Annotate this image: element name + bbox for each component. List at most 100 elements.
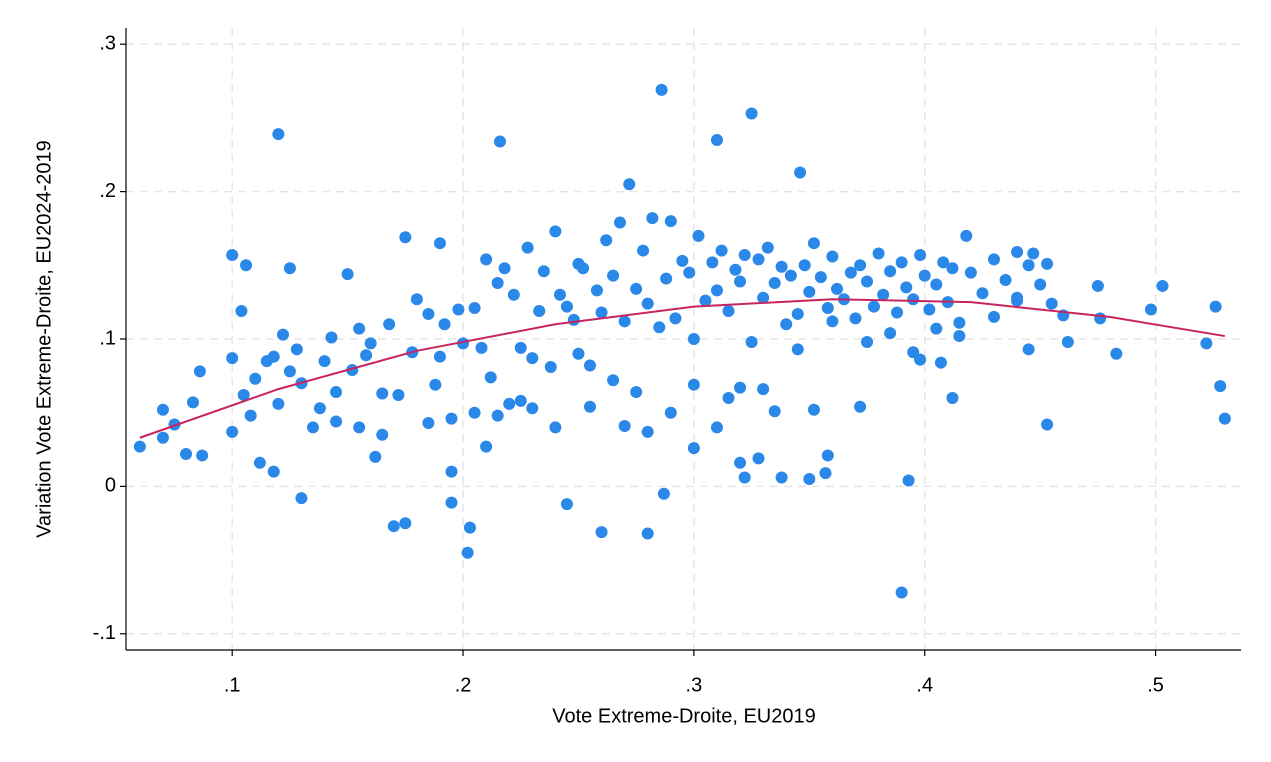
y-tick-label: -.1: [93, 622, 116, 644]
scatter-point: [1094, 312, 1107, 325]
scatter-point: [752, 253, 765, 266]
y-tick-label: .2: [99, 180, 116, 202]
scatter-point: [549, 421, 562, 434]
scatter-point: [872, 247, 885, 260]
scatter-point: [399, 517, 412, 530]
scatter-point: [341, 268, 354, 281]
scatter-point: [706, 256, 719, 269]
scatter-point: [290, 343, 303, 356]
scatter-point: [745, 335, 758, 348]
scatter-point: [318, 355, 331, 368]
scatter-point: [849, 312, 862, 325]
scatter-point: [757, 291, 770, 304]
scatter-point: [884, 265, 897, 278]
scatter-point: [353, 322, 366, 335]
scatter-point: [946, 391, 959, 404]
scatter-point: [641, 297, 654, 310]
scatter-point: [600, 234, 613, 247]
scatter-point: [664, 215, 677, 228]
scatter-point: [614, 216, 627, 229]
scatter-point: [907, 346, 920, 359]
scatter-point: [493, 135, 506, 148]
x-tick-label: .1: [224, 674, 241, 696]
scatter-point: [133, 440, 146, 453]
scatter-point: [244, 409, 257, 422]
scatter-point: [196, 449, 209, 462]
scatter-point: [376, 387, 389, 400]
scatter-point: [1218, 412, 1231, 425]
scatter-point: [433, 350, 446, 363]
scatter-point: [660, 272, 673, 285]
y-tick-label: .1: [99, 327, 116, 349]
scatter-point: [330, 415, 343, 428]
scatter-point: [276, 328, 289, 341]
scatter-point: [253, 456, 266, 469]
scatter-point: [1041, 418, 1054, 431]
scatter-point: [1034, 278, 1047, 291]
scatter-point: [422, 307, 435, 320]
scatter-point: [669, 312, 682, 325]
scatter-point: [987, 310, 1000, 323]
scatter-point: [1022, 343, 1035, 356]
scatter-point: [1214, 380, 1227, 393]
scatter-point: [861, 335, 874, 348]
scatter-point: [630, 386, 643, 399]
scatter-point: [325, 331, 338, 344]
scatter-point: [484, 371, 497, 384]
scatter-point: [775, 471, 788, 484]
scatter-point: [186, 396, 199, 409]
scatter-point: [895, 586, 908, 599]
scatter-point: [953, 316, 966, 329]
scatter-point: [930, 278, 943, 291]
scatter-point: [468, 302, 481, 315]
y-axis-label: Variation Vote Extreme-Droite, EU2024-20…: [33, 140, 55, 538]
scatter-point: [514, 341, 527, 354]
scatter-point: [180, 447, 193, 460]
scatter-point: [745, 107, 758, 120]
scatter-point: [387, 520, 400, 533]
scatter-point: [637, 244, 650, 257]
scatter-point: [734, 275, 747, 288]
scatter-point: [595, 526, 608, 539]
scatter-point: [798, 259, 811, 272]
scatter-point: [383, 318, 396, 331]
scatter-point: [521, 241, 534, 254]
x-tick-label: .5: [1147, 674, 1164, 696]
scatter-point: [267, 350, 280, 363]
scatter-point: [618, 419, 631, 432]
scatter-point: [1156, 279, 1169, 292]
scatter-point: [953, 330, 966, 343]
scatter-point: [687, 378, 700, 391]
scatter-point: [821, 302, 834, 315]
scatter-point: [655, 83, 668, 96]
scatter-point: [1209, 300, 1222, 313]
scatter-point: [461, 546, 474, 559]
scatter-point: [814, 271, 827, 284]
scatter-point: [156, 431, 169, 444]
scatter-point: [249, 372, 262, 385]
scatter-point: [803, 285, 816, 298]
scatter-point: [623, 178, 636, 191]
scatter-point: [884, 327, 897, 340]
scatter-point: [313, 402, 326, 415]
scatter-point: [399, 231, 412, 244]
scatter-point: [807, 237, 820, 250]
scatter-point: [775, 260, 788, 273]
scatter-point: [1041, 257, 1054, 270]
scatter-point: [237, 389, 250, 402]
scatter-point: [1110, 347, 1123, 360]
scatter-point: [306, 421, 319, 434]
scatter-point: [923, 303, 936, 316]
scatter-point: [867, 300, 880, 313]
scatter-point: [1091, 279, 1104, 292]
scatter-point: [514, 394, 527, 407]
scatter-point: [653, 321, 666, 334]
scatter-point: [987, 253, 1000, 266]
scatter-point: [914, 248, 927, 261]
scatter-point: [283, 365, 296, 378]
scatter-point: [895, 256, 908, 269]
scatter-point: [710, 284, 723, 297]
scatter-point: [934, 356, 947, 369]
scatter-point: [433, 237, 446, 250]
